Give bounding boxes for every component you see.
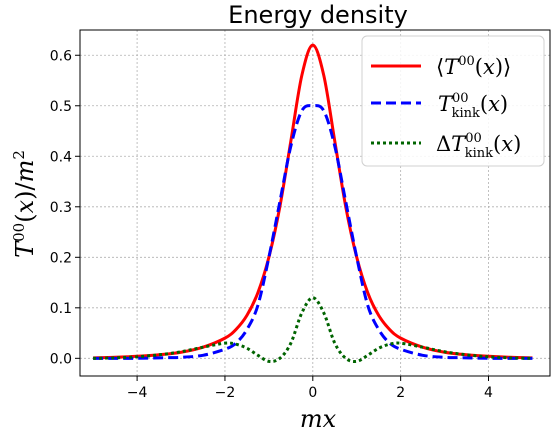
y-tick-label: 0.1 xyxy=(50,301,72,317)
x-tick-label: −4 xyxy=(127,385,148,401)
legend-box xyxy=(361,35,545,167)
y-tick-label: 0.0 xyxy=(50,351,72,367)
y-axis-label: T00(x)/m2 xyxy=(10,150,39,258)
x-axis-label: mx xyxy=(300,405,337,430)
x-axis-ticks: −4 −2 0 2 4 xyxy=(127,376,493,401)
plot-frame xyxy=(79,29,551,377)
y-tick-label: 0.3 xyxy=(50,200,72,216)
x-tick-label: 2 xyxy=(396,385,405,401)
series-line-delta-kink-energy xyxy=(93,296,533,364)
y-tick-label: 0.5 xyxy=(50,99,72,115)
x-tick-label: −2 xyxy=(215,385,236,401)
legend-item-total-energy: ⟨T00(x)⟩ xyxy=(371,54,511,79)
legend-label-delta-kink-energy: ΔT00 kink(x) xyxy=(436,131,521,161)
y-tick-label: 0.4 xyxy=(50,149,72,165)
legend-label-kink-energy: T00 kink(x) xyxy=(438,91,508,121)
plot-area xyxy=(93,43,533,364)
x-tick-label: 4 xyxy=(484,385,493,401)
y-axis-ticks: 0.0 0.1 0.2 0.3 0.4 0.5 0.6 xyxy=(50,48,80,367)
legend-item-delta-kink-energy: ΔT00 kink(x) xyxy=(371,131,521,161)
legend: ⟨T00(x)⟩ T00 kink(x) ΔT00 kink(x) xyxy=(361,35,545,167)
legend-item-kink-energy: T00 kink(x) xyxy=(371,91,508,121)
legend-label-total-energy: ⟨T00(x)⟩ xyxy=(436,54,511,79)
x-tick-label: 0 xyxy=(308,385,317,401)
chart-title: Energy density xyxy=(228,1,408,29)
y-tick-label: 0.2 xyxy=(50,250,72,266)
y-tick-label: 0.6 xyxy=(50,48,72,64)
